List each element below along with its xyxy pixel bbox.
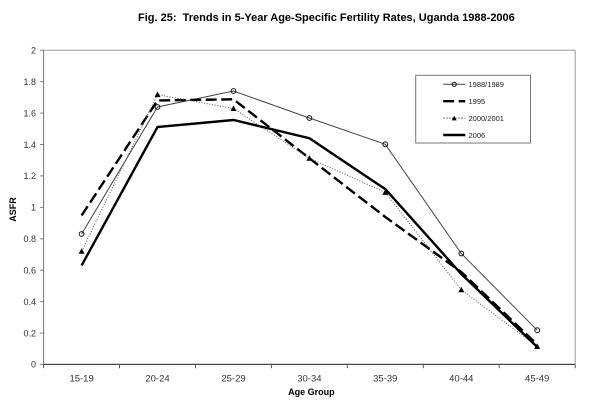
svg-text:0: 0 — [31, 360, 36, 370]
svg-text:Fig. 25: Trends in 5-Year Age: Fig. 25: Trends in 5-Year Age-Specific F… — [138, 12, 515, 24]
svg-text:1.2: 1.2 — [23, 171, 36, 181]
svg-text:35-39: 35-39 — [373, 374, 397, 385]
svg-text:2000/2001: 2000/2001 — [469, 114, 504, 123]
svg-text:2: 2 — [31, 46, 36, 56]
svg-text:2006: 2006 — [469, 131, 486, 140]
svg-text:1995: 1995 — [469, 97, 486, 106]
svg-text:1988/1989: 1988/1989 — [469, 80, 504, 89]
svg-text:20-24: 20-24 — [145, 374, 169, 385]
svg-text:Age Group: Age Group — [288, 387, 335, 397]
svg-text:0.2: 0.2 — [23, 328, 36, 338]
svg-text:0.6: 0.6 — [23, 266, 36, 276]
svg-text:1: 1 — [31, 203, 36, 213]
svg-text:1.8: 1.8 — [23, 77, 36, 87]
svg-text:1.4: 1.4 — [23, 140, 36, 150]
svg-text:45-49: 45-49 — [525, 374, 549, 385]
svg-text:0.8: 0.8 — [23, 234, 36, 244]
svg-text:30-34: 30-34 — [297, 374, 321, 385]
svg-text:40-44: 40-44 — [449, 374, 473, 385]
svg-text:15-19: 15-19 — [69, 374, 93, 385]
svg-text:0.4: 0.4 — [23, 297, 36, 307]
svg-text:1.6: 1.6 — [23, 108, 36, 118]
svg-text:25-29: 25-29 — [221, 374, 245, 385]
svg-text:ASFR: ASFR — [8, 197, 18, 222]
